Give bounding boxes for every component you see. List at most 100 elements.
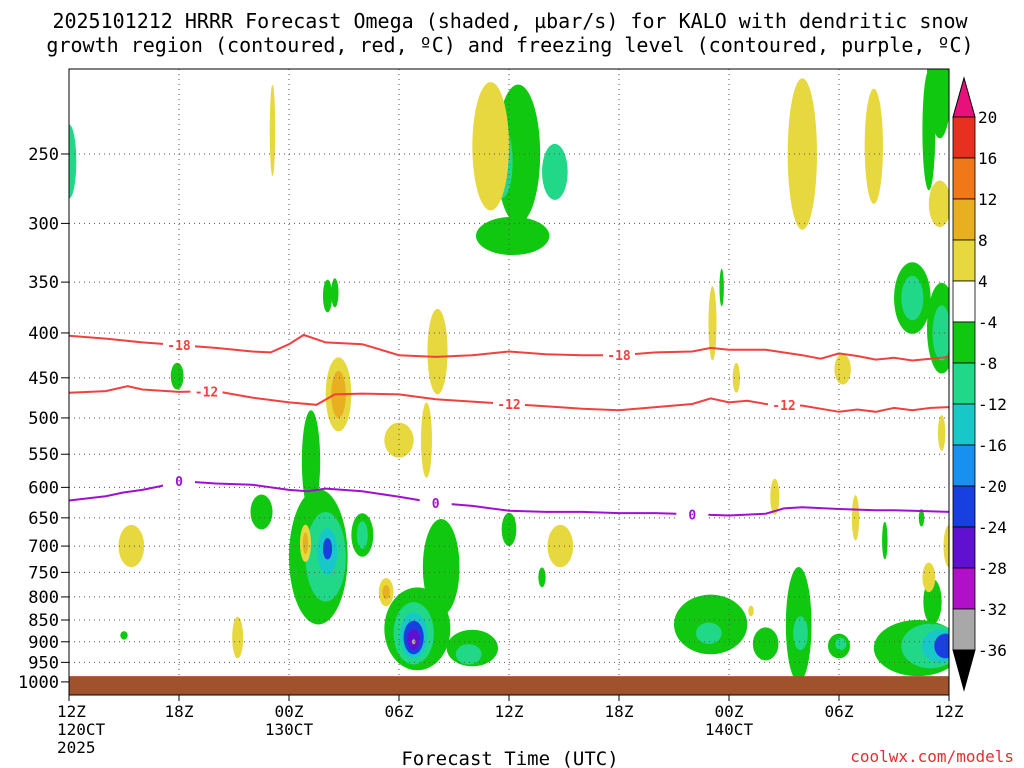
y-tick-label-250: 250 <box>28 145 59 165</box>
colorbar-label: -24 <box>978 518 1007 537</box>
omega-cell <box>427 308 448 395</box>
colorbar-bin <box>952 485 976 528</box>
x-axis-label: Forecast Time (UTC) <box>401 748 618 768</box>
contour-line-2 <box>69 479 949 517</box>
y-tick-label-550: 550 <box>28 445 59 465</box>
y-tick-label-450: 450 <box>28 369 59 389</box>
omega-cell <box>331 278 339 308</box>
omega-cell <box>301 410 321 512</box>
colorbar-bin <box>952 567 976 610</box>
y-tick-label-850: 850 <box>28 611 59 631</box>
y-tick-label-800: 800 <box>28 588 59 608</box>
x-tick-label: 12Z <box>935 702 964 721</box>
omega-cell <box>901 275 924 321</box>
omega-cell <box>882 521 888 560</box>
colorbar-bin <box>952 157 976 200</box>
omega-cell <box>752 627 779 661</box>
omega-cell <box>411 639 416 645</box>
omega-cell <box>472 82 509 211</box>
y-tick-label-300: 300 <box>28 214 59 234</box>
omega-cell <box>934 633 949 659</box>
omega-cell <box>547 524 574 568</box>
y-tick-label-900: 900 <box>28 633 59 653</box>
contour-label-bg <box>768 396 800 413</box>
y-tick-label-750: 750 <box>28 563 59 583</box>
colorbar-label: -36 <box>978 641 1007 660</box>
x-tick-label: 00Z <box>275 702 304 721</box>
omega-cell <box>834 353 851 385</box>
omega-cell <box>250 494 273 530</box>
colorbar-bin <box>952 403 976 446</box>
y-tick-label-500: 500 <box>28 409 59 429</box>
omega-cell <box>118 524 145 568</box>
contour-label-bg <box>163 337 195 354</box>
colorbar-label: -12 <box>978 395 1007 414</box>
omega-cell <box>732 362 740 393</box>
colorbar-label: 12 <box>978 190 997 209</box>
omega-cell <box>69 124 77 199</box>
colorbar-bottom-arrow <box>952 649 976 692</box>
omega-cell <box>927 69 949 139</box>
contour-label: 0 <box>688 508 696 523</box>
x-tick-label: 18Z <box>605 702 634 721</box>
contour-label: -18 <box>167 339 191 354</box>
x-tick-label: 130CT <box>265 720 314 739</box>
omega-cell <box>356 521 368 549</box>
chart-title-line-2: growth region (contoured, red, ºC) and f… <box>46 33 973 57</box>
omega-cell <box>476 216 550 256</box>
colorbar-bin <box>952 280 976 323</box>
omega-cell <box>922 562 936 593</box>
colorbar-bin <box>952 198 976 241</box>
colorbar-bin <box>952 608 976 651</box>
omega-cell <box>322 538 333 560</box>
omega-cell <box>793 616 808 651</box>
colorbar-bin <box>952 526 976 569</box>
colorbar-bin <box>952 444 976 487</box>
omega-cell <box>422 518 460 616</box>
colorbar-label: -16 <box>978 436 1007 455</box>
x-tick-label: 140CT <box>705 720 754 739</box>
omega-cell <box>748 605 754 617</box>
contour-label: -12 <box>772 399 795 414</box>
colorbar-label: 8 <box>978 231 988 250</box>
colorbar-label: -28 <box>978 559 1007 578</box>
colorbar-label: -8 <box>978 354 997 373</box>
ground-layer <box>69 676 949 695</box>
x-tick-label: 120CT <box>57 720 106 739</box>
omega-shading <box>69 69 949 682</box>
x-tick-label: 06Z <box>825 702 854 721</box>
y-tick-label-650: 650 <box>28 509 59 529</box>
x-tick-label: 2025 <box>57 738 96 757</box>
contour-line-0 <box>69 333 949 362</box>
omega-cell <box>932 305 949 361</box>
omega-cell <box>542 143 568 200</box>
colorbar-bin <box>952 239 976 282</box>
contour-label: -12 <box>497 398 520 413</box>
contour-label: -18 <box>607 349 631 364</box>
credit-text: coolwx.com/models <box>850 747 1014 766</box>
temperature-contours: -18 -18 -12 -12 -12 0 0 0 <box>69 333 949 523</box>
x-tick-label: 12Z <box>57 702 86 721</box>
contour-label-bg <box>419 494 452 511</box>
omega-cell <box>787 78 817 230</box>
y-axis: 2503003504004505005506006507007508008509… <box>18 145 69 693</box>
y-tick-label-400: 400 <box>28 324 59 344</box>
contour-label: 0 <box>432 497 440 512</box>
contour-label-bg <box>190 383 223 400</box>
y-tick-label-950: 950 <box>28 653 59 673</box>
y-tick-label-350: 350 <box>28 273 59 293</box>
colorbar-top-arrow <box>952 76 976 118</box>
omega-cell <box>835 637 847 651</box>
plot-area: -18 -18 -12 -12 -12 0 0 0 <box>69 69 949 695</box>
colorbar-bin <box>952 321 976 364</box>
colorbar-label: -32 <box>978 600 1007 619</box>
y-tick-label-600: 600 <box>28 478 59 498</box>
y-tick-label-1000: 1000 <box>18 673 59 693</box>
omega-cell <box>421 402 432 478</box>
omega-cell <box>918 509 925 527</box>
omega-cell <box>770 478 780 515</box>
x-tick-label: 06Z <box>385 702 414 721</box>
contour-label-bg <box>493 395 525 412</box>
omega-cell <box>455 644 482 665</box>
